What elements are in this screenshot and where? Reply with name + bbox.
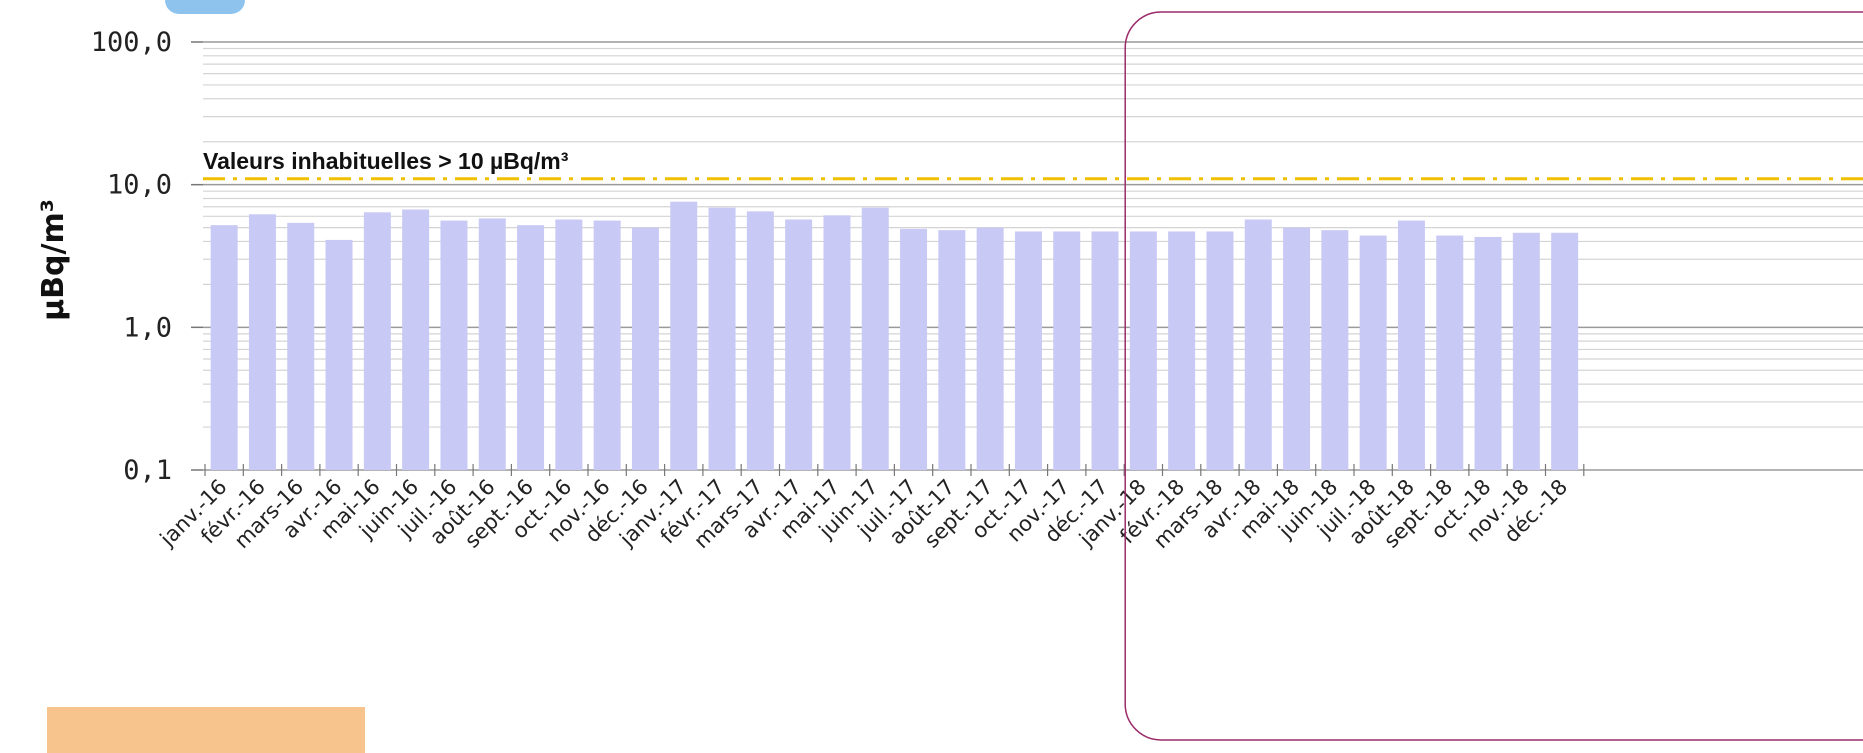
bar-janv.-16 — [210, 225, 238, 470]
y-axis-label: µBq/m³ — [36, 199, 71, 321]
bar-nov.-16 — [593, 220, 621, 470]
bar-avr.-18 — [1244, 219, 1272, 470]
bar-déc.-18 — [1551, 232, 1579, 470]
bar-avr.-17 — [785, 219, 813, 470]
bar-nov.-18 — [1512, 232, 1540, 470]
bar-juil.-16 — [440, 220, 468, 470]
y-tick-labels: 100,0 10,0 1,0 0,1 — [91, 27, 172, 486]
bar-mai-18 — [1283, 227, 1311, 470]
bar-sept.-17 — [976, 227, 1004, 470]
bar-déc.-16 — [631, 227, 659, 470]
y-tick-label: 10,0 — [107, 170, 172, 201]
bar-mars-17 — [746, 211, 774, 470]
bar-sept.-18 — [1436, 235, 1464, 470]
bar-avr.-16 — [325, 239, 353, 470]
bar-juin-18 — [1321, 230, 1349, 470]
bar-oct.-17 — [1014, 231, 1042, 470]
bar-juil.-17 — [900, 228, 928, 470]
decorative-orange-box — [47, 707, 365, 753]
bar-mai-16 — [363, 212, 391, 470]
bar-sept.-16 — [517, 225, 545, 470]
chart-axis — [191, 41, 1585, 476]
chart-bars — [210, 201, 1579, 471]
bar-janv.-18 — [1129, 231, 1157, 470]
bar-févr.-17 — [708, 207, 736, 470]
bar-févr.-16 — [248, 214, 276, 470]
y-tick-label: 0,1 — [123, 455, 172, 486]
highlight-outline — [1124, 11, 1863, 741]
bar-janv.-17 — [670, 201, 698, 470]
bar-août-18 — [1397, 220, 1425, 470]
bar-juil.-18 — [1359, 235, 1387, 470]
bar-févr.-18 — [1168, 231, 1196, 470]
bar-juin-16 — [402, 209, 430, 471]
bar-août-16 — [478, 218, 506, 470]
bar-oct.-18 — [1474, 236, 1502, 470]
y-tick-label: 100,0 — [91, 27, 172, 58]
bar-mai-17 — [823, 215, 851, 470]
x-category-labels: janv.-16févr.-16mars-16avr.-16mai-16juin… — [155, 475, 1572, 554]
bar-déc.-17 — [1091, 231, 1119, 470]
bar-mars-18 — [1206, 231, 1234, 470]
bar-oct.-16 — [555, 219, 583, 470]
bar-août-17 — [938, 230, 966, 470]
bar-nov.-17 — [1053, 231, 1081, 470]
bar-juin-17 — [861, 207, 889, 470]
decorative-blue-shape — [165, 0, 245, 14]
threshold-annotation: Valeurs inhabituelles > 10 µBq/m³ — [203, 148, 569, 174]
y-tick-label: 1,0 — [123, 312, 172, 343]
bar-mars-16 — [287, 222, 315, 470]
